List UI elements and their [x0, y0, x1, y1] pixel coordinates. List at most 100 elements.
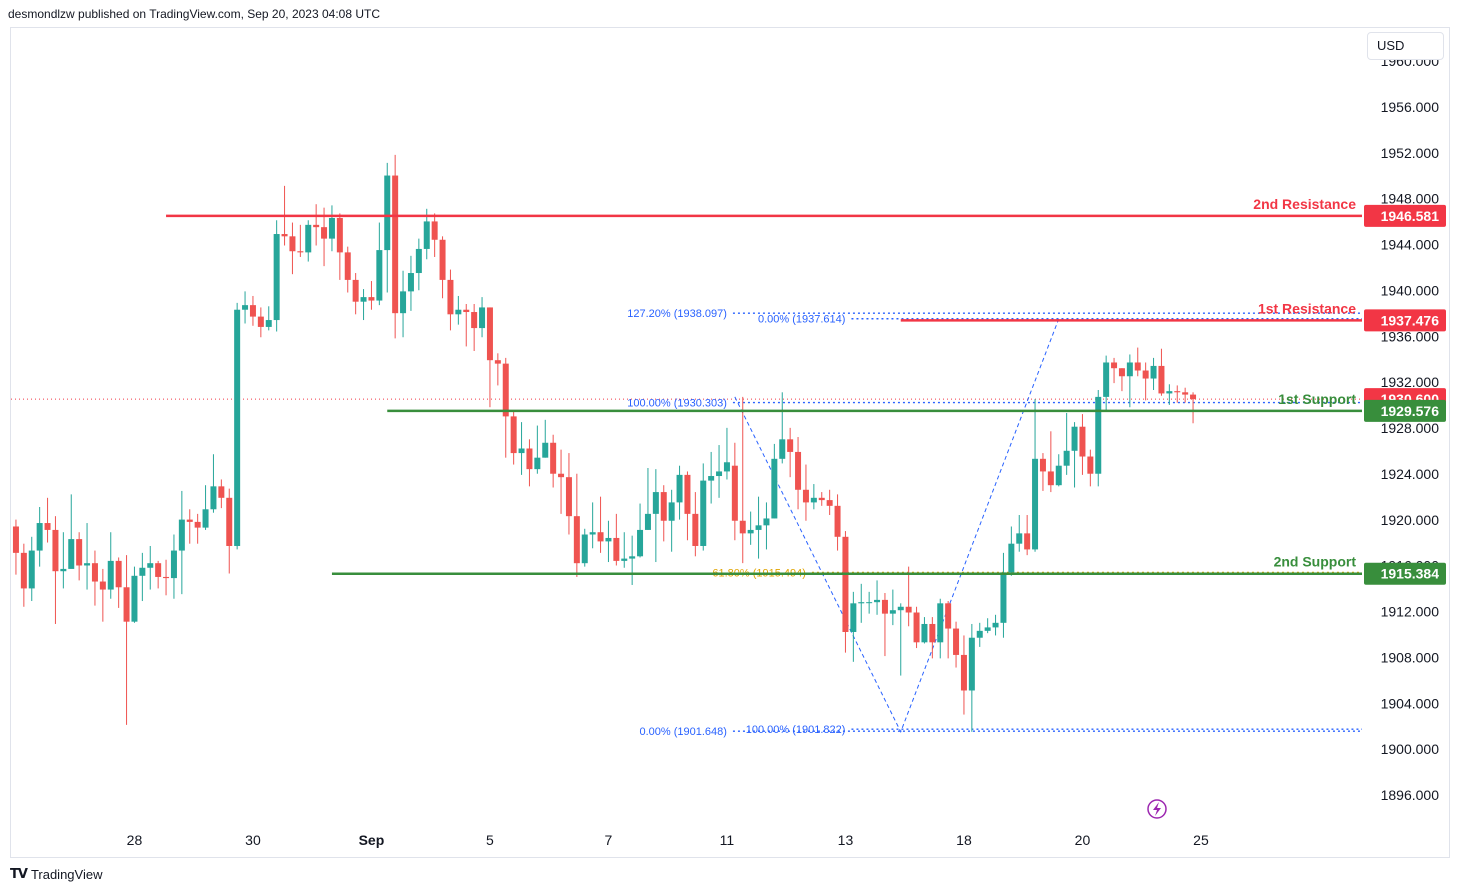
- candle-body: [1016, 533, 1023, 544]
- footer-brand[interactable]: 𝗧𝗩 TradingView: [10, 866, 102, 882]
- candle-body: [12, 526, 19, 553]
- x-tick-label: 11: [720, 832, 735, 848]
- candle-body: [810, 497, 817, 503]
- candle-body: [929, 623, 936, 643]
- candle-body: [716, 471, 723, 477]
- currency-button[interactable]: USD: [1367, 32, 1444, 60]
- candle-body: [360, 297, 367, 302]
- candle-body: [226, 497, 233, 546]
- candle-body: [202, 509, 209, 528]
- candle-body: [328, 217, 335, 239]
- candle-body: [866, 602, 873, 604]
- x-tick-label: 25: [1193, 832, 1209, 848]
- candle-body: [1008, 543, 1015, 573]
- candle-body: [376, 250, 383, 301]
- price-badge: [1364, 399, 1446, 422]
- level-label: 2nd Resistance: [1253, 196, 1356, 212]
- candle-body: [139, 567, 146, 576]
- candle-body: [91, 563, 98, 582]
- candle-body: [1190, 394, 1197, 400]
- candle-body: [1055, 465, 1062, 486]
- candle-body: [565, 477, 572, 517]
- candle-body: [486, 307, 493, 361]
- candle-body: [526, 448, 533, 470]
- price-badge-label: 1946.581: [1381, 208, 1440, 224]
- candle-body: [684, 474, 691, 514]
- candle-body: [210, 486, 217, 510]
- y-tick-label: 1936.000: [1381, 328, 1440, 344]
- candle-body: [534, 457, 541, 470]
- candle-body: [163, 576, 170, 579]
- candle-body: [518, 448, 525, 454]
- candle-body: [28, 550, 35, 589]
- candle-body: [1182, 392, 1189, 395]
- candle-body: [384, 175, 391, 251]
- candle-body: [281, 234, 288, 237]
- candle-body: [842, 536, 849, 632]
- candle-body: [463, 309, 470, 313]
- x-tick-label: 7: [605, 832, 613, 848]
- lightning-icon[interactable]: [1147, 799, 1167, 819]
- x-tick-label: 5: [486, 832, 494, 848]
- candle-body: [960, 654, 967, 691]
- candle-body: [155, 563, 162, 577]
- candle-body: [1087, 456, 1094, 474]
- candle-body: [131, 575, 138, 622]
- candle-body: [542, 442, 549, 458]
- price-badge-label: 1937.476: [1381, 312, 1440, 328]
- candle-body: [1166, 391, 1173, 394]
- candle-body: [471, 312, 478, 329]
- candle-body: [52, 529, 59, 572]
- candle-body: [1142, 370, 1149, 379]
- candle-body: [731, 465, 738, 521]
- candle-body: [558, 473, 565, 478]
- candle-body: [36, 523, 43, 551]
- candle-body: [415, 248, 422, 274]
- candle-body: [976, 630, 983, 638]
- candle-body: [1079, 426, 1086, 457]
- candle-body: [652, 492, 659, 514]
- candle-body: [644, 513, 651, 530]
- x-tick-label: 18: [956, 832, 972, 848]
- candle-body: [249, 305, 256, 317]
- candle-body: [850, 603, 857, 632]
- candle-body: [1095, 396, 1102, 474]
- candle-body: [147, 563, 154, 568]
- candle-body: [84, 563, 91, 566]
- candle-body: [479, 307, 486, 329]
- candle-body: [423, 221, 430, 249]
- candle-body: [305, 224, 312, 253]
- candle-body: [1000, 572, 1007, 623]
- candle-body: [170, 550, 177, 579]
- candle-body: [802, 489, 809, 503]
- fib-zigzag-line: [734, 318, 1060, 734]
- candle-body: [123, 587, 130, 622]
- candle-body: [1118, 368, 1125, 377]
- candle-body: [1126, 362, 1133, 377]
- x-tick-label: 30: [245, 832, 261, 848]
- y-tick-label: 1900.000: [1381, 741, 1440, 757]
- price-badge-label: 1915.384: [1381, 566, 1440, 582]
- candle-body: [945, 603, 952, 629]
- tradingview-logo-icon: 𝗧𝗩: [10, 866, 28, 881]
- candle-body: [787, 439, 794, 452]
- candle-body: [242, 305, 249, 310]
- candle-body: [60, 568, 67, 572]
- candle-body: [747, 529, 754, 534]
- candle-body: [186, 519, 193, 522]
- y-tick-label: 1896.000: [1381, 787, 1440, 803]
- y-tick-label: 1948.000: [1381, 191, 1440, 207]
- y-tick-label: 1940.000: [1381, 282, 1440, 298]
- candle-body: [1158, 365, 1165, 394]
- candle-body: [637, 529, 644, 557]
- candle-body: [968, 637, 975, 691]
- candle-body: [1111, 362, 1118, 369]
- candle-body: [589, 532, 596, 535]
- candle-body: [953, 628, 960, 655]
- level-label: 1st Support: [1278, 391, 1356, 407]
- x-tick-label: 13: [838, 832, 854, 848]
- candle-body: [668, 502, 675, 521]
- candle-body: [273, 234, 280, 321]
- candle-body: [763, 518, 770, 526]
